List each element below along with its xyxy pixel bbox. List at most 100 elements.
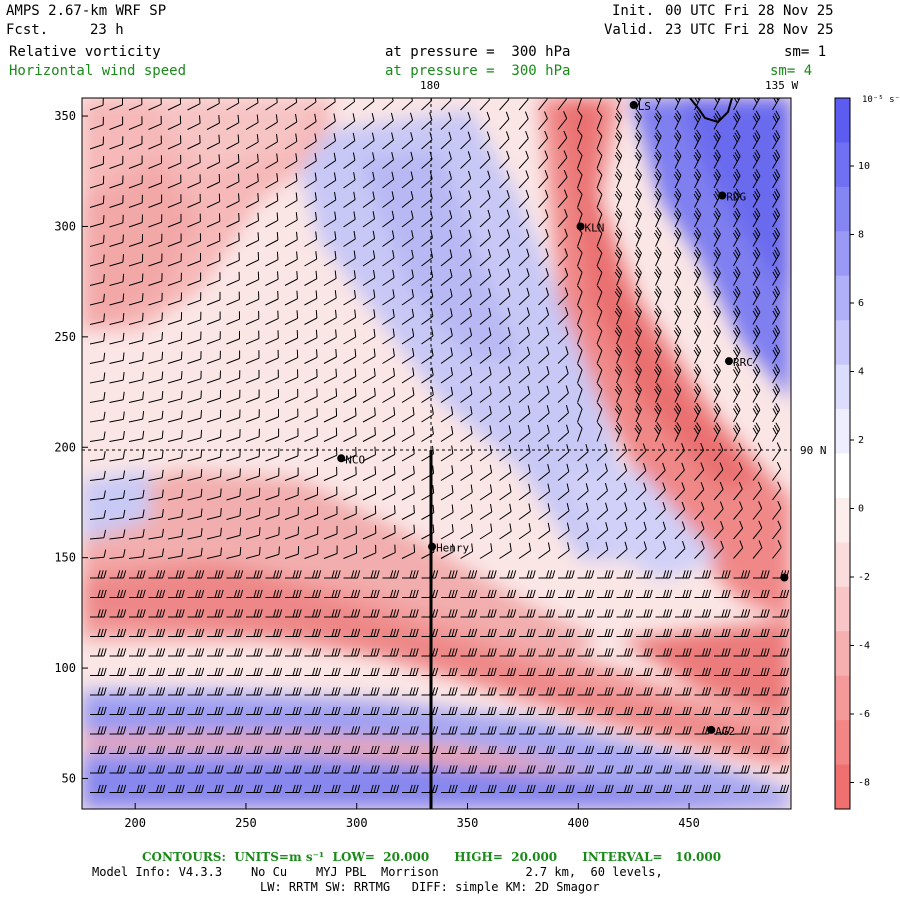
wind-barb	[460, 425, 473, 442]
wind-barb	[265, 448, 280, 462]
wind-barb	[713, 324, 721, 345]
wind-barb	[713, 98, 721, 111]
wind-barb	[304, 133, 317, 150]
wind-barb	[440, 288, 453, 306]
wind-barb	[401, 524, 415, 540]
wind-barb	[206, 527, 222, 540]
y-tick-label: 100	[54, 661, 76, 675]
wind-barb	[421, 784, 439, 793]
wind-barb	[654, 98, 662, 111]
colorbar-segment	[835, 675, 850, 721]
wind-barb	[655, 482, 666, 501]
wind-barb	[577, 745, 595, 754]
wind-barb	[148, 273, 163, 286]
wind-barb	[733, 442, 743, 462]
wind-barb	[284, 271, 298, 286]
wind-barb	[382, 628, 400, 637]
wind-barb	[246, 667, 263, 676]
wind-barb	[362, 211, 375, 228]
wind-barb	[752, 110, 761, 130]
wind-barb	[499, 366, 511, 384]
wind-barb	[616, 482, 628, 501]
wind-barb	[479, 346, 492, 364]
wind-barb	[109, 490, 126, 501]
wind-barb	[440, 543, 454, 559]
wind-barb	[245, 350, 260, 364]
wind-barb	[89, 392, 106, 403]
wind-barb	[187, 292, 202, 306]
wind-barb	[518, 209, 530, 228]
wind-barb	[733, 706, 751, 715]
wind-barb	[206, 488, 222, 501]
wind-barb	[89, 549, 107, 559]
wind-barb	[557, 404, 569, 423]
wind-barb	[226, 706, 244, 715]
wind-barb	[714, 784, 731, 793]
wind-barb	[538, 745, 556, 754]
station-label: RDG	[726, 191, 746, 204]
wind-barb	[382, 387, 396, 403]
colorbar-tick-label: -2	[858, 572, 870, 583]
wind-barb	[187, 370, 202, 384]
wind-barb	[654, 344, 662, 364]
wind-barb	[752, 422, 761, 442]
wind-barb	[732, 149, 741, 169]
wind-barb	[654, 110, 662, 130]
wind-barb	[265, 290, 279, 306]
wind-barb	[557, 98, 567, 111]
wind-barb	[363, 706, 380, 715]
wind-barb	[89, 451, 106, 462]
wind-barb	[634, 305, 642, 325]
wind-barb	[148, 233, 163, 247]
colorbar-segment	[835, 364, 850, 410]
wind-barb	[382, 210, 395, 228]
wind-barb	[187, 429, 203, 442]
wind-barb	[128, 509, 145, 520]
wind-barb	[713, 266, 721, 286]
wind-barb	[616, 589, 634, 598]
wind-barb	[673, 168, 682, 189]
wind-barb	[109, 609, 127, 618]
wind-barb	[109, 155, 124, 169]
wind-barb	[519, 589, 536, 598]
wind-barb	[265, 212, 279, 228]
wind-barb	[148, 135, 162, 150]
wind-barb	[616, 706, 634, 715]
wind-barb	[460, 445, 473, 462]
wind-barb	[441, 687, 458, 696]
wind-barb	[479, 543, 493, 559]
wind-barb	[421, 628, 439, 637]
wind-barb	[655, 745, 673, 754]
wind-barb	[694, 765, 712, 774]
wind-barb	[558, 706, 575, 715]
wind-barb	[206, 213, 221, 228]
wind-barb	[362, 250, 376, 267]
wind-barb	[382, 289, 395, 306]
wind-barb	[343, 446, 357, 462]
wind-barb	[304, 628, 322, 637]
wind-barb	[479, 131, 491, 150]
wind-barb	[713, 462, 724, 481]
wind-barb	[557, 346, 569, 364]
wind-barb	[304, 609, 322, 618]
wind-barb	[226, 134, 240, 150]
wind-barb	[499, 287, 511, 306]
wind-barb	[167, 449, 183, 462]
wind-barb	[401, 328, 415, 345]
wind-barb	[694, 706, 712, 715]
wind-barb	[109, 431, 125, 442]
wind-barb	[752, 383, 761, 403]
wind-barb	[363, 667, 380, 676]
wind-barb	[440, 327, 453, 345]
wind-barb	[363, 765, 380, 774]
wind-barb	[538, 483, 551, 501]
wind-barb	[499, 229, 511, 247]
wind-barb	[577, 502, 589, 520]
wind-barb	[538, 648, 556, 657]
wind-barb	[634, 149, 642, 169]
wind-barb	[538, 706, 556, 715]
wind-barb	[304, 211, 317, 228]
wind-barb	[148, 528, 164, 540]
wind-barb	[148, 450, 164, 462]
wind-barb	[226, 784, 244, 793]
